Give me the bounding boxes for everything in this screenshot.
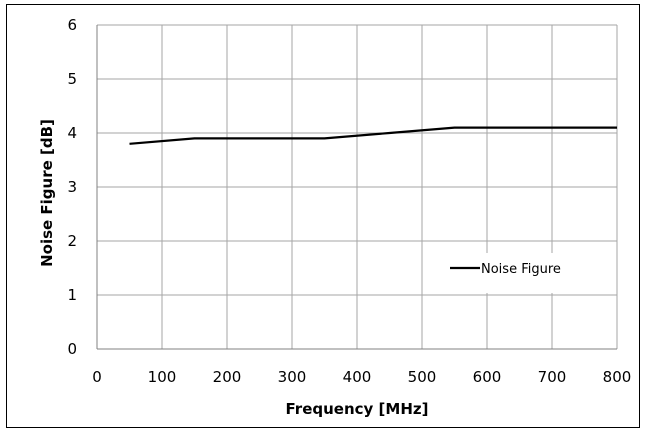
series-line xyxy=(129,126,617,145)
x-tick-label: 100 xyxy=(148,368,177,386)
plot-axes xyxy=(96,25,617,350)
y-tick-label: 0 xyxy=(67,340,77,358)
y-tick-label: 6 xyxy=(67,16,77,34)
legend-background xyxy=(443,253,577,293)
x-tick-label: 700 xyxy=(538,368,567,386)
y-tick-label: 2 xyxy=(67,232,77,250)
x-tick-label: 200 xyxy=(213,368,242,386)
x-tick-label: 500 xyxy=(408,368,437,386)
y-tick-label: 5 xyxy=(67,70,77,88)
legend: Noise Figure xyxy=(443,253,577,293)
x-tick-label: 0 xyxy=(92,368,102,386)
chart-frame xyxy=(6,4,640,428)
x-tick-label: 600 xyxy=(473,368,502,386)
legend-label: Noise Figure xyxy=(481,262,561,277)
grid-lines xyxy=(97,24,618,349)
y-tick-label: 3 xyxy=(67,178,77,196)
x-tick-label: 400 xyxy=(343,368,372,386)
y-tick-label: 1 xyxy=(67,286,77,304)
x-axis-title: Frequency [MHz] xyxy=(286,400,429,418)
x-tick-label: 800 xyxy=(603,368,632,386)
series-lines xyxy=(129,126,617,145)
x-tick-label: 300 xyxy=(278,368,307,386)
y-tick-label: 4 xyxy=(67,124,77,142)
tick-labels: 0 100 200 300 400 500 600 700 800 0 1 2 3 4 5 6 xyxy=(67,16,631,386)
y-axis-title: Noise Figure [dB] xyxy=(38,119,56,267)
